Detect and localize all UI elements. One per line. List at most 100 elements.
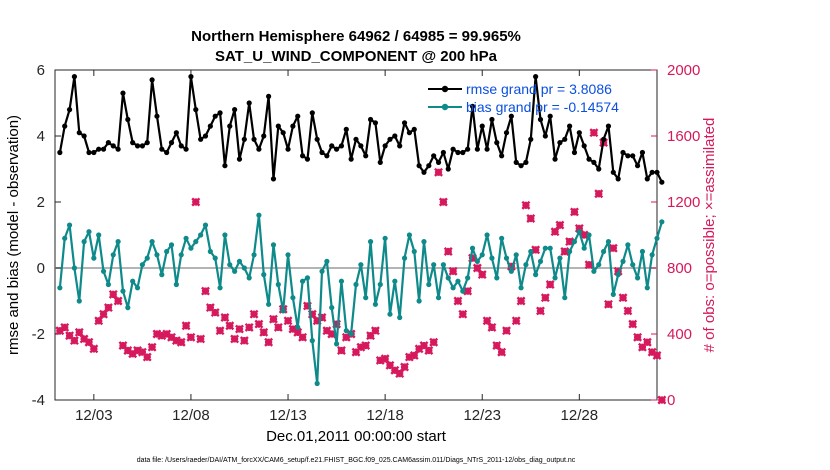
bias-point — [198, 232, 204, 238]
obs-assimilated-marker — [118, 341, 128, 350]
rmse-point — [591, 159, 597, 165]
obs-assimilated-marker — [283, 316, 293, 326]
obs-assimilated-marker — [579, 230, 589, 240]
bias-point — [134, 285, 141, 291]
bias-point — [183, 235, 189, 241]
rmse-point — [115, 146, 121, 152]
obs-assimilated-marker — [191, 197, 201, 207]
y-axis-label-left: rmse and bias (model - observation) — [5, 115, 22, 355]
obs-assimilated-marker — [555, 220, 565, 230]
rmse-point — [610, 169, 616, 175]
rmse-point — [81, 133, 87, 139]
bias-point — [280, 308, 286, 314]
bias-point — [479, 252, 485, 258]
obs-assimilated-marker — [531, 245, 541, 255]
x-tick-label: 12/03 — [75, 407, 113, 424]
bias-point — [290, 295, 296, 301]
obs-assimilated-marker — [176, 337, 186, 347]
obs-assimilated-marker — [210, 308, 220, 317]
bias-point — [367, 239, 374, 245]
rmse-point — [280, 130, 286, 136]
y-tick-label-right: 800 — [667, 260, 692, 277]
rmse-point — [348, 156, 354, 162]
obs-assimilated-marker — [395, 369, 405, 379]
rmse-point — [251, 136, 257, 142]
rmse-point — [401, 120, 408, 126]
rmse-point — [649, 169, 655, 175]
bias-point — [654, 235, 660, 241]
rmse-point — [198, 136, 204, 142]
rmse-point — [358, 143, 364, 149]
rmse-point — [236, 156, 243, 162]
obs-assimilated-marker — [288, 324, 298, 334]
obs-assimilated-marker — [89, 344, 99, 354]
rmse-point — [416, 163, 422, 169]
rmse-point — [363, 153, 369, 159]
obs-assimilated-marker — [269, 314, 278, 324]
obs-assimilated-marker — [196, 334, 206, 344]
obs-assimilated-marker — [613, 266, 623, 276]
obs-assimilated-marker — [317, 313, 327, 322]
bias-point — [353, 281, 359, 288]
rmse-point — [100, 146, 107, 152]
bias-point — [455, 278, 461, 284]
rmse-point — [523, 159, 529, 165]
rmse-point — [499, 153, 505, 159]
bias-point — [217, 285, 223, 291]
rmse-point — [367, 116, 374, 123]
obs-assimilated-marker — [65, 331, 75, 341]
obs-assimilated-marker — [181, 321, 191, 331]
rmse-point — [207, 123, 213, 129]
y-tick-label-right: 400 — [667, 326, 692, 343]
rmse-point — [285, 146, 291, 152]
bias-point — [537, 258, 544, 264]
obs-assimilated-marker — [652, 351, 662, 360]
rmse-point — [96, 146, 102, 152]
bias-point — [348, 331, 354, 337]
rmse-point — [596, 166, 602, 172]
rmse-point — [188, 74, 194, 80]
rmse-point — [120, 90, 126, 96]
y-tick-label-right: 2000 — [667, 62, 700, 79]
data-file-footnote: data file: /Users/raeder/DAI/ATM_forcXX/… — [137, 457, 576, 464]
rmse-point — [455, 149, 461, 156]
bias-point — [285, 252, 291, 258]
obs-assimilated-marker — [147, 342, 157, 352]
obs-assimilated-marker — [235, 324, 244, 334]
rmse-point — [178, 143, 184, 149]
rmse-point — [329, 143, 335, 149]
bias-point — [266, 301, 272, 307]
rmse-point — [338, 143, 345, 149]
obs-assimilated-marker — [370, 326, 380, 336]
bias-point — [581, 245, 587, 251]
obs-assimilated-marker — [230, 334, 240, 344]
rmse-point — [343, 126, 349, 132]
obs-assimilated-marker — [171, 336, 181, 346]
obs-assimilated-marker — [312, 316, 322, 326]
rmse-point — [76, 130, 82, 136]
obs-assimilated-marker — [205, 303, 215, 313]
rmse-point — [460, 149, 466, 156]
bias-point — [596, 262, 602, 268]
obs-assimilated-marker — [463, 286, 473, 296]
rmse-point — [503, 130, 510, 136]
bias-point — [338, 278, 345, 284]
chart-subtitle: SAT_U_WIND_COMPONENT @ 200 hPa — [215, 48, 498, 65]
rmse-point — [222, 163, 228, 169]
bias-point — [397, 314, 403, 321]
rmse-point — [435, 159, 442, 165]
obs-assimilated-marker — [511, 316, 521, 326]
obs-assimilated-marker — [375, 355, 385, 365]
bias-point — [523, 262, 529, 268]
bias-point — [562, 295, 568, 301]
bias-point — [256, 212, 262, 218]
y-tick-label-right: 1200 — [667, 194, 700, 211]
rmse-point — [333, 146, 340, 152]
rmse-point — [625, 153, 631, 159]
rmse-point — [469, 103, 476, 109]
obs-assimilated-marker — [637, 342, 647, 352]
bias-point — [567, 248, 573, 255]
bias-point — [105, 281, 112, 288]
bias-point — [193, 239, 199, 245]
